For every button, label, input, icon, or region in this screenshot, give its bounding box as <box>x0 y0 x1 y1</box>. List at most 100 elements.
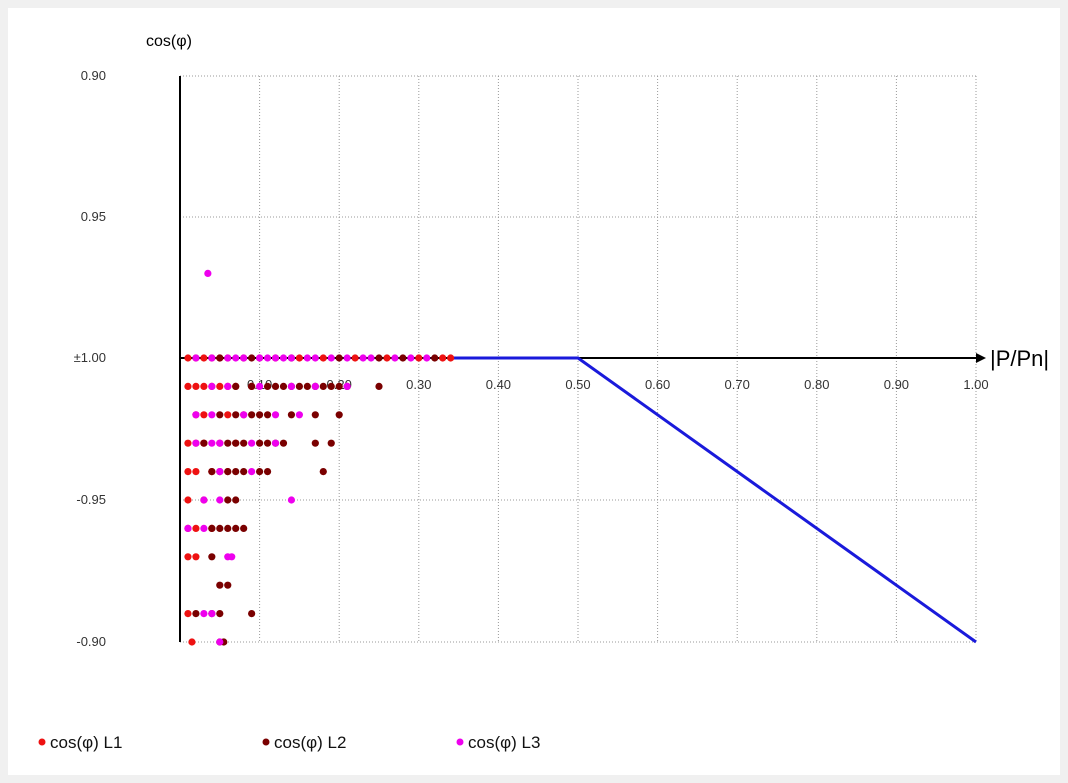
data-point <box>295 354 303 362</box>
data-point <box>208 553 216 561</box>
data-point <box>248 468 256 476</box>
legend-marker <box>262 738 270 746</box>
data-point <box>208 439 216 447</box>
data-point <box>383 354 391 362</box>
data-point <box>407 354 415 362</box>
data-point <box>208 382 216 390</box>
data-point <box>311 354 319 362</box>
data-point <box>319 468 327 476</box>
data-point <box>248 382 256 390</box>
data-point <box>216 468 224 476</box>
data-point <box>319 354 327 362</box>
data-point <box>184 354 192 362</box>
data-point <box>216 382 224 390</box>
data-point <box>184 382 192 390</box>
x-tick-label: 0.50 <box>565 377 590 392</box>
data-point <box>224 524 232 533</box>
data-point <box>184 496 192 504</box>
data-point <box>240 354 248 362</box>
data-point <box>192 382 200 390</box>
data-point <box>295 411 303 419</box>
data-point <box>208 610 216 618</box>
data-point <box>311 382 319 390</box>
data-point <box>232 468 240 476</box>
data-point <box>351 354 359 362</box>
legend-marker <box>456 738 464 746</box>
data-point <box>232 524 240 533</box>
data-point <box>263 411 272 419</box>
legend: cos(φ) L1 cos(φ) L2 cos(φ) L3 <box>38 733 540 752</box>
data-point <box>192 553 200 561</box>
data-point <box>295 382 303 390</box>
data-point <box>192 468 200 476</box>
data-point <box>263 354 272 362</box>
x-tick-label: 0.90 <box>884 377 909 392</box>
data-point <box>240 524 248 533</box>
data-point <box>248 439 256 447</box>
reference-line <box>450 356 977 644</box>
data-point <box>224 496 232 504</box>
data-point <box>184 610 192 618</box>
data-point <box>200 354 208 362</box>
data-point <box>319 382 327 390</box>
x-tick-label: 0.80 <box>804 377 829 392</box>
data-point <box>200 496 208 504</box>
x-axis-label: |P/Pn| <box>990 346 1049 371</box>
data-point <box>359 354 367 362</box>
data-point <box>327 439 335 447</box>
data-point <box>184 468 192 476</box>
data-point <box>228 553 236 561</box>
series-group <box>184 269 431 646</box>
data-point <box>303 382 311 390</box>
x-tick-label: 0.40 <box>486 377 511 392</box>
data-point <box>200 411 208 419</box>
data-point <box>216 581 224 589</box>
y-tick-label: -0.95 <box>76 492 106 507</box>
data-point <box>263 382 272 390</box>
data-point <box>327 354 335 362</box>
data-point <box>188 638 196 646</box>
data-point <box>208 411 216 419</box>
y-tick-label: ±1.00 <box>74 350 106 365</box>
data-point <box>311 439 319 447</box>
chart-panel: 0.100.200.300.400.500.600.700.800.901.00… <box>8 8 1060 775</box>
data-point <box>240 411 248 419</box>
data-point <box>271 382 280 390</box>
data-point <box>399 354 407 362</box>
legend-marker <box>38 738 46 746</box>
data-point <box>216 524 224 533</box>
data-point <box>208 468 216 476</box>
data-point <box>287 354 296 362</box>
x-tick-label: 1.00 <box>963 377 988 392</box>
reference-line-group <box>450 356 977 644</box>
data-point <box>256 468 264 476</box>
data-point <box>271 354 280 362</box>
data-point <box>256 439 264 447</box>
data-point <box>248 610 256 618</box>
data-point <box>271 411 280 419</box>
legend-label: cos(φ) L2 <box>274 733 346 752</box>
data-point <box>200 524 208 533</box>
data-point <box>263 468 272 476</box>
legend-label: cos(φ) L1 <box>50 733 122 752</box>
x-tick-label: 0.60 <box>645 377 670 392</box>
data-point <box>232 354 240 362</box>
data-point <box>256 382 264 390</box>
y-tick-label: 0.95 <box>81 209 106 224</box>
data-point <box>216 610 224 618</box>
y-tick-label: -0.90 <box>76 634 106 649</box>
data-point <box>192 439 200 447</box>
data-point <box>375 354 383 362</box>
data-point <box>343 354 351 362</box>
data-point <box>232 439 240 447</box>
data-point <box>192 610 200 618</box>
data-point <box>335 382 343 390</box>
cosphi-scatter-chart: 0.100.200.300.400.500.600.700.800.901.00… <box>38 33 1049 752</box>
data-point <box>204 269 212 277</box>
data-point <box>216 638 224 646</box>
data-point <box>184 439 192 447</box>
data-point <box>287 382 296 390</box>
data-point <box>216 411 224 419</box>
data-point <box>375 382 383 390</box>
data-point <box>279 354 288 362</box>
